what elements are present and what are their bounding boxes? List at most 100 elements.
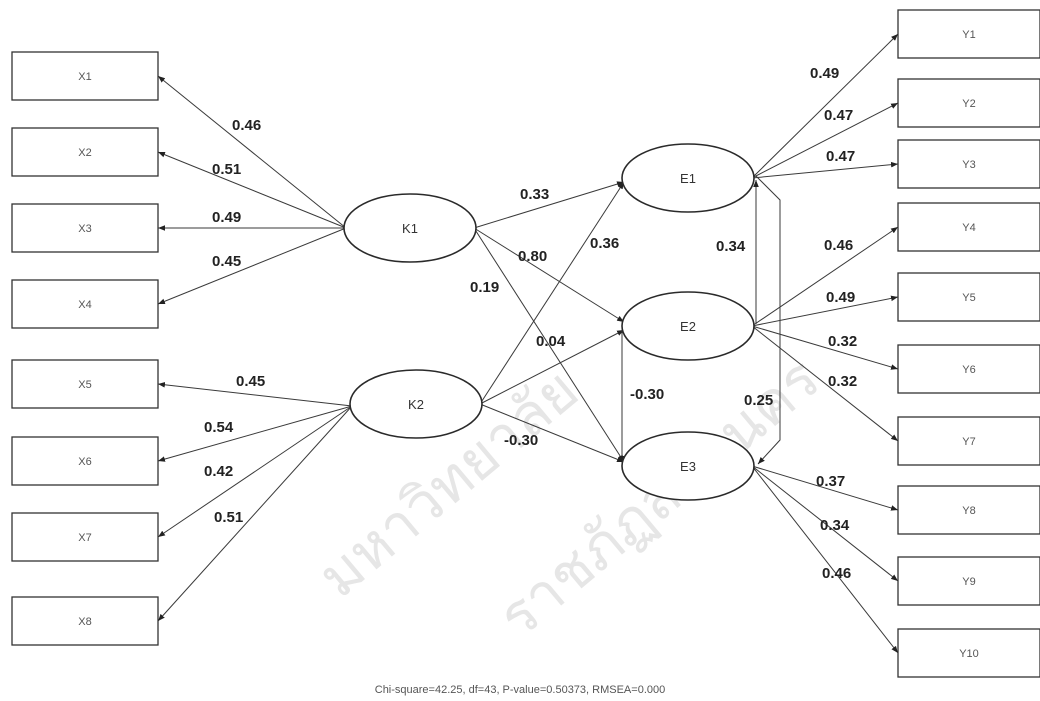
variable-box [11,203,159,253]
variable-box [897,416,1040,466]
variable-box [897,628,1040,678]
coefficient-k1-e2: 0.80 [518,248,547,265]
variable-label: X1 [78,71,91,83]
variable-label: X5 [78,379,91,391]
path-e3-y10 [751,465,899,654]
observed-variable-x7: X7 [11,512,159,562]
variable-label: Y8 [962,505,975,517]
path-e1-y1 [751,33,899,179]
coefficient-e3-y9: 0.34 [820,517,850,534]
coefficient-k2-x7: 0.42 [204,463,233,480]
path-e3-y8 [751,465,899,511]
observed-variable-y6: Y6 [897,344,1040,394]
observed-variable-x2: X2 [11,127,159,177]
variable-label: Y3 [962,159,975,171]
variable-label: X2 [78,147,91,159]
variable-box [11,359,159,409]
variable-label: Y6 [962,364,975,376]
coefficient-k1-e3: 0.19 [470,279,499,296]
path-k2-x5 [157,382,353,407]
variable-box [897,9,1040,59]
coefficient-e2-y7: 0.32 [828,373,857,390]
observed-variable-x1: X1 [11,51,159,101]
latent-ellipse [621,291,755,361]
variable-label: Y1 [962,29,975,41]
path-k2-x6 [157,405,353,462]
coefficient-k2-e2: 0.04 [536,333,566,350]
observed-variable-x8: X8 [11,596,159,646]
latent-label: K2 [408,397,424,412]
variable-label: Y9 [962,576,975,588]
variable-label: X4 [78,299,91,311]
path-k1-e3 [473,227,625,463]
path-e1-y2 [751,102,899,179]
path-k2-e2 [479,329,625,405]
variable-label: Y7 [962,436,975,448]
variable-box [897,272,1040,322]
coefficient-e2-y6: 0.32 [828,333,857,350]
observed-variable-y4: Y4 [897,202,1040,252]
latent-ellipse [621,143,755,213]
path-k1-x1 [157,75,347,229]
variable-label: Y5 [962,292,975,304]
coefficient-e3-y10: 0.46 [822,565,851,582]
coefficient-e1-y1: 0.49 [810,65,839,82]
coefficient-e1-y3: 0.47 [826,148,855,165]
coefficient-e1-y2: 0.47 [824,107,853,124]
variable-label: Y10 [959,648,979,660]
observed-variable-y2: Y2 [897,78,1040,128]
variable-box [897,556,1040,606]
variable-box [897,139,1040,189]
coefficient-k2-x8: 0.51 [214,509,243,526]
variable-box [11,127,159,177]
variable-box [11,512,159,562]
variable-box [11,436,159,486]
latent-ellipse [349,369,483,439]
path-k1-x2 [157,151,347,229]
path-arrows [157,33,899,654]
variable-label: X7 [78,532,91,544]
coefficient-k1-x2: 0.51 [212,161,241,178]
observed-variable-y3: Y3 [897,139,1040,189]
coefficient-k1-x1: 0.46 [232,117,261,134]
variable-label: Y2 [962,98,975,110]
observed-variable-y1: Y1 [897,9,1040,59]
path-k1-e1 [473,181,625,229]
variable-box [11,279,159,329]
latent-variable-e3: E3 [621,431,755,501]
coefficient-e2-y4: 0.46 [824,237,853,254]
variable-box [11,51,159,101]
path-e2-y4 [751,226,899,327]
diagram-nodes: X1 X2 X3 X4 X5 X6 X7 X8 Y1 Y2 Y3 Y4 Y5 Y6 Y7 Y8 Y9 Y10 K1 K… [11,9,1040,678]
observed-variable-x5: X5 [11,359,159,409]
variable-box [897,344,1040,394]
path-coefficients: 0.46 0.51 0.49 0.45 0.45 0.54 0.42 0.51 0.49 0.47… [204,65,857,582]
path-e2-y6 [751,325,899,370]
path-e1-y3 [751,161,899,179]
path-e2-y5 [751,295,899,327]
variable-box [897,485,1040,535]
latent-label: E2 [680,319,696,334]
variable-label: X3 [78,223,91,235]
latent-ellipse [621,431,755,501]
coefficient-e2-e3: -0.30 [630,386,664,403]
coefficient-k2-e1: 0.36 [590,235,619,252]
path-k2-e3 [479,403,625,463]
observed-variable-y8: Y8 [897,485,1040,535]
path-e2-y7 [751,325,899,442]
variable-box [11,596,159,646]
variable-label: Y4 [962,222,975,234]
coefficient-k2-e3: -0.30 [504,432,538,449]
coefficient-e1-e3: 0.25 [744,392,773,409]
coefficient-k2-x6: 0.54 [204,419,234,436]
path-k2-e1 [479,181,625,405]
path-e1-e3 [755,175,781,465]
variable-label: X6 [78,456,91,468]
latent-ellipse [343,193,477,263]
coefficient-e2-e1: 0.34 [716,238,746,255]
coefficient-e2-y5: 0.49 [826,289,855,306]
latent-variable-e1: E1 [621,143,755,213]
coefficient-e3-y8: 0.37 [816,473,845,490]
